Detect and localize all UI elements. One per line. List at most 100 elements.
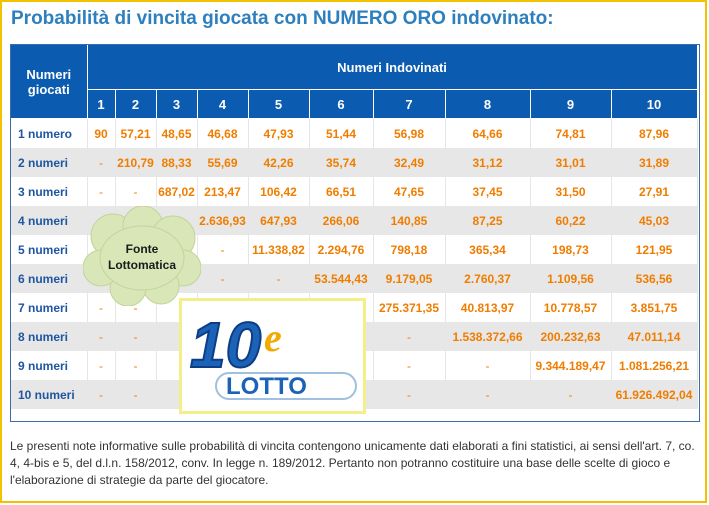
header-col-1: 1 xyxy=(87,89,116,119)
table-cell: 31,01 xyxy=(530,148,612,177)
table-cell: - xyxy=(445,351,531,380)
header-col-6: 6 xyxy=(309,89,374,119)
table-cell: 64,66 xyxy=(445,118,531,148)
row-label: 7 numeri xyxy=(11,293,88,322)
table-cell: 2.760,37 xyxy=(445,264,531,293)
table-cell: 687,02 xyxy=(156,177,198,206)
table-cell: - xyxy=(115,380,157,409)
header-col-3: 3 xyxy=(156,89,198,119)
svg-text:10: 10 xyxy=(190,309,261,381)
table-cell: 51,44 xyxy=(309,118,374,148)
table-cell: - xyxy=(248,264,310,293)
table-cell: - xyxy=(115,351,157,380)
table-cell: 1.109,56 xyxy=(530,264,612,293)
row-label: 10 numeri xyxy=(11,380,88,409)
table-cell: 66,51 xyxy=(309,177,374,206)
table-cell: 61.926.492,04 xyxy=(611,380,698,409)
table-cell: - xyxy=(87,148,116,177)
table-cell: 10.778,57 xyxy=(530,293,612,322)
header-numeri-giocati-line1: Numeri xyxy=(26,66,72,82)
row-label: 5 numeri xyxy=(11,235,88,264)
table-cell: 90 xyxy=(87,118,116,148)
table-cell: 87,96 xyxy=(611,118,698,148)
table-cell: 88,33 xyxy=(156,148,198,177)
table-cell: 55,69 xyxy=(197,148,249,177)
table-cell: 9.344.189,47 xyxy=(530,351,612,380)
table-cell: 798,18 xyxy=(373,235,446,264)
table-cell: 200.232,63 xyxy=(530,322,612,351)
row-label: 4 numeri xyxy=(11,206,88,235)
table-row: 3 numeri - -687,02 213,47 106,42 66,51 47,65 37… xyxy=(11,177,698,206)
table-cell: 266,06 xyxy=(309,206,374,235)
table-cell: 46,68 xyxy=(197,118,249,148)
table-cell: 1.538.372,66 xyxy=(445,322,531,351)
table-cell: - xyxy=(115,177,157,206)
table-cell: 53.544,43 xyxy=(309,264,374,293)
table-cell: - xyxy=(373,380,446,409)
table-cell: 121,95 xyxy=(611,235,698,264)
table-cell: 11.338,82 xyxy=(248,235,310,264)
header-col-2: 2 xyxy=(115,89,157,119)
table-cell: 3.851,75 xyxy=(611,293,698,322)
table-cell: - xyxy=(373,351,446,380)
table-cell: - xyxy=(530,380,612,409)
table-cell: 198,73 xyxy=(530,235,612,264)
table-cell: 56,98 xyxy=(373,118,446,148)
table-cell: - xyxy=(445,380,531,409)
cloud-line2: Lottomatica xyxy=(107,258,176,272)
table-cell: 9.179,05 xyxy=(373,264,446,293)
table-cell: 2.636,93 xyxy=(197,206,249,235)
table-cell: - xyxy=(197,264,249,293)
header-numeri-giocati-line2: giocati xyxy=(27,81,70,97)
table-cell: 60,22 xyxy=(530,206,612,235)
row-label: 1 numero xyxy=(11,118,88,148)
header-col-4: 4 xyxy=(197,89,249,119)
table-cell: - xyxy=(373,322,446,351)
table-cell: 140,85 xyxy=(373,206,446,235)
table-cell: 536,56 xyxy=(611,264,698,293)
table-cell: 35,74 xyxy=(309,148,374,177)
table-cell: 106,42 xyxy=(248,177,310,206)
table-cell: 275.371,35 xyxy=(373,293,446,322)
row-label: 8 numeri xyxy=(11,322,88,351)
table-cell: 47,65 xyxy=(373,177,446,206)
header-col-8: 8 xyxy=(445,89,531,119)
header-col-7: 7 xyxy=(373,89,446,119)
table-row: 2 numeri -210,79 88,33 55,69 42,26 35,74 32,49… xyxy=(11,148,698,177)
table-cell: 31,50 xyxy=(530,177,612,206)
table-cell: 647,93 xyxy=(248,206,310,235)
10elotto-logo-art: 10 e LOTTO xyxy=(189,308,357,400)
header-col-9: 9 xyxy=(530,89,612,119)
svg-text:e: e xyxy=(264,315,282,360)
row-label: 6 numeri xyxy=(11,264,88,293)
table-cell: - xyxy=(87,380,116,409)
page-title: Probabilità di vincita giocata con NUMER… xyxy=(11,8,554,29)
table-cell: 31,12 xyxy=(445,148,531,177)
row-label: 9 numeri xyxy=(11,351,88,380)
row-label: 3 numeri xyxy=(11,177,88,206)
table-cell: 213,47 xyxy=(197,177,249,206)
svg-text:LOTTO: LOTTO xyxy=(226,373,307,400)
table-cell: - xyxy=(87,177,116,206)
table-cell: - xyxy=(87,351,116,380)
cloud-shape xyxy=(83,206,201,306)
cloud-line1: Fonte xyxy=(125,242,159,256)
cloud-label: Fonte Lottomatica xyxy=(83,241,201,273)
table-cell: 42,26 xyxy=(248,148,310,177)
table-cell: 210,79 xyxy=(115,148,157,177)
disclaimer-note: Le presenti note informative sulle proba… xyxy=(10,439,695,487)
table-cell: 57,21 xyxy=(115,118,157,148)
header-col-5: 5 xyxy=(248,89,310,119)
table-cell: 45,03 xyxy=(611,206,698,235)
10elotto-logo: 10 e LOTTO xyxy=(179,298,366,414)
table-cell: - xyxy=(87,322,116,351)
table-cell: 31,89 xyxy=(611,148,698,177)
header-numeri-giocati: Numeri giocati xyxy=(11,45,88,119)
table-cell: 40.813,97 xyxy=(445,293,531,322)
table-cell: 37,45 xyxy=(445,177,531,206)
table-cell: 47.011,14 xyxy=(611,322,698,351)
table-cell: 32,49 xyxy=(373,148,446,177)
header-numeri-indovinati: Numeri Indovinati xyxy=(87,45,698,90)
